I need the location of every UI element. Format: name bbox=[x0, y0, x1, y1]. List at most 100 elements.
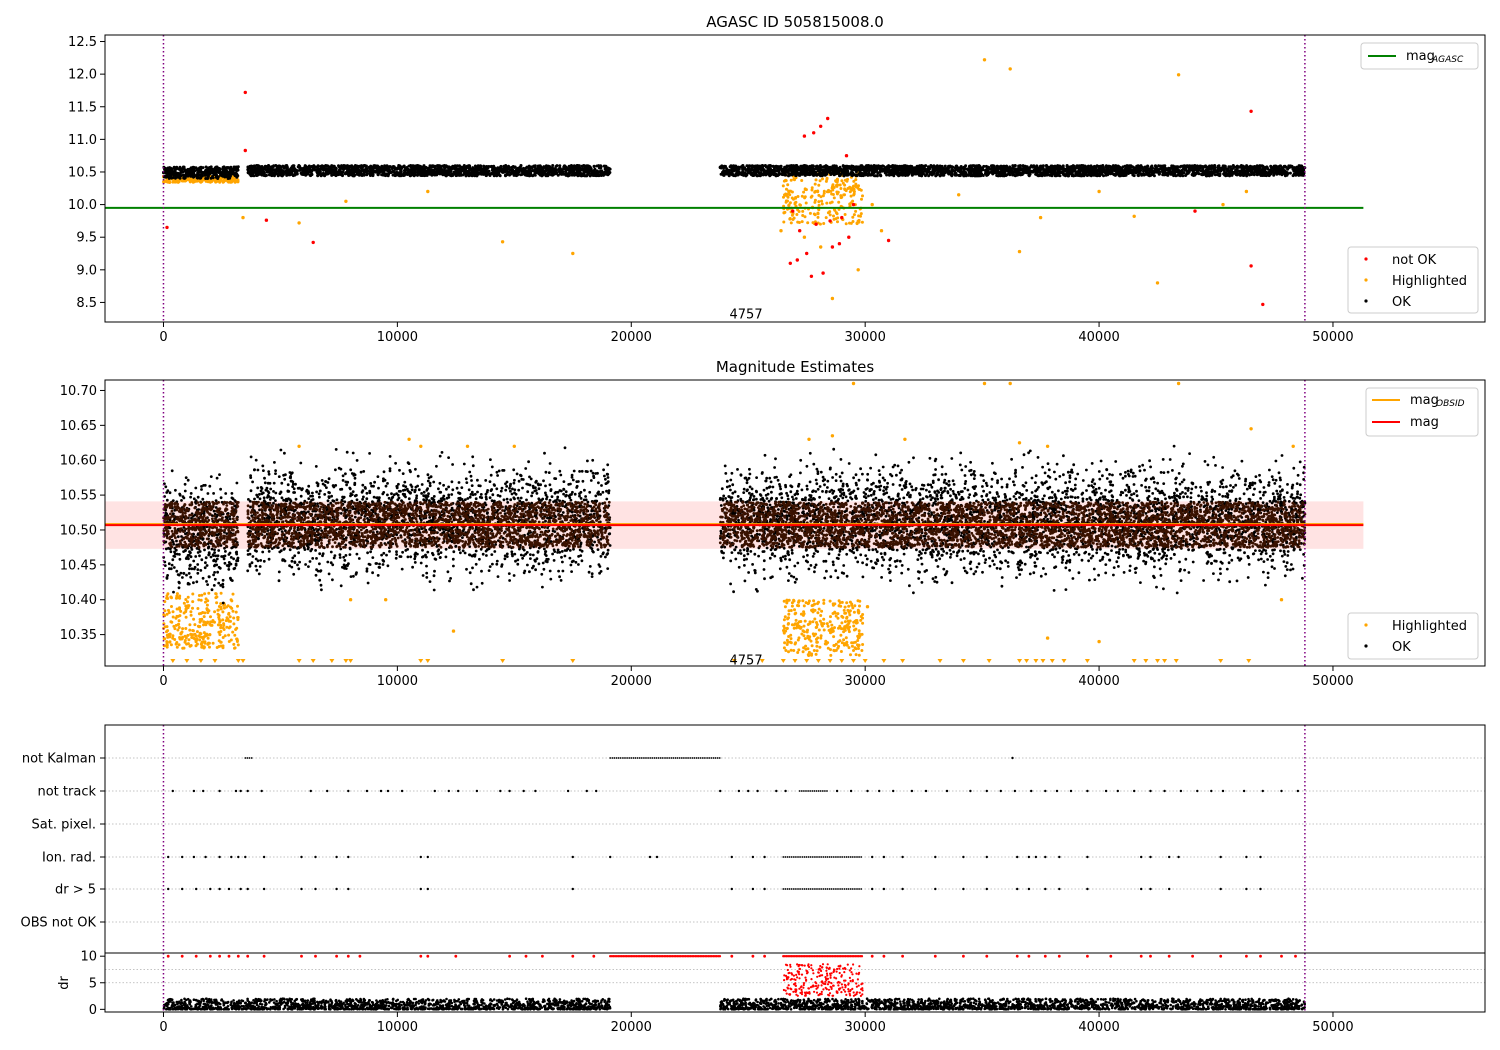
ok-point bbox=[498, 166, 502, 170]
ok-point bbox=[1241, 171, 1245, 175]
ok-point bbox=[199, 165, 203, 169]
ok-point bbox=[576, 174, 580, 178]
ok-point bbox=[1149, 165, 1153, 169]
ok-point bbox=[419, 168, 423, 172]
highlighted-point bbox=[786, 195, 790, 199]
ok-point bbox=[544, 174, 548, 178]
ok-point bbox=[925, 172, 929, 176]
ok-point bbox=[1123, 164, 1127, 168]
ok-point bbox=[317, 172, 321, 176]
ok-point bbox=[248, 173, 252, 176]
ok-point bbox=[439, 170, 443, 174]
ok-point bbox=[218, 168, 222, 172]
highlighted-point bbox=[848, 190, 852, 194]
ok-point bbox=[416, 167, 420, 171]
ok-point bbox=[369, 167, 373, 171]
highlighted-point bbox=[838, 183, 842, 187]
ok-point bbox=[215, 165, 219, 169]
ok-point bbox=[520, 170, 524, 174]
highlighted-point bbox=[843, 193, 846, 197]
ok-point bbox=[1285, 173, 1289, 177]
ok-point bbox=[782, 167, 786, 171]
ok-point bbox=[246, 165, 250, 169]
ok-point bbox=[511, 165, 515, 169]
ok-point bbox=[283, 165, 287, 169]
ok-point bbox=[850, 168, 853, 171]
highlighted-point bbox=[165, 179, 169, 183]
ok-point bbox=[428, 171, 431, 175]
highlighted-point bbox=[843, 188, 847, 192]
ok-point bbox=[1135, 164, 1139, 168]
ok-point bbox=[1213, 167, 1217, 171]
ok-point bbox=[395, 170, 399, 174]
highlighted-point bbox=[822, 222, 826, 225]
highlighted-point bbox=[854, 178, 858, 182]
ok-point bbox=[178, 173, 182, 177]
highlighted-point bbox=[828, 201, 832, 205]
ok-point bbox=[777, 170, 781, 174]
ok-point bbox=[540, 167, 544, 171]
ok-point bbox=[1021, 164, 1025, 168]
highlighted-point bbox=[854, 209, 858, 213]
ok-point bbox=[272, 174, 276, 178]
ok-point bbox=[371, 173, 375, 177]
ok-point bbox=[382, 173, 386, 176]
highlighted-point bbox=[828, 213, 832, 217]
ok-point bbox=[509, 172, 513, 176]
highlighted-point bbox=[819, 195, 823, 199]
ok-point bbox=[273, 168, 277, 172]
highlighted-point bbox=[191, 180, 195, 184]
ok-point bbox=[364, 170, 368, 174]
ok-point bbox=[464, 168, 468, 172]
ok-point bbox=[601, 171, 605, 175]
ok-point bbox=[1077, 174, 1081, 177]
ok-point bbox=[449, 169, 452, 173]
ok-point bbox=[579, 173, 583, 177]
ok-point bbox=[497, 173, 501, 177]
ok-point bbox=[1011, 165, 1015, 169]
ok-point bbox=[1235, 164, 1239, 168]
ok-point bbox=[181, 170, 184, 174]
ok-point bbox=[358, 173, 362, 176]
ok-point bbox=[995, 171, 999, 175]
ok-point bbox=[451, 166, 455, 170]
ok-point bbox=[425, 173, 429, 177]
ok-point bbox=[202, 171, 206, 175]
ok-point bbox=[307, 170, 311, 174]
ok-point bbox=[470, 167, 474, 171]
ok-point bbox=[899, 170, 903, 174]
highlighted-point bbox=[835, 180, 839, 184]
ok-point bbox=[281, 171, 285, 175]
ok-point bbox=[579, 168, 582, 171]
ok-point bbox=[351, 173, 355, 177]
ok-point bbox=[465, 171, 469, 175]
highlighted-point bbox=[793, 201, 797, 205]
ok-point bbox=[290, 168, 294, 172]
ok-point bbox=[980, 173, 983, 177]
ok-point bbox=[402, 173, 406, 177]
highlighted-point bbox=[817, 203, 821, 207]
ok-point bbox=[1288, 171, 1292, 175]
highlighted-point bbox=[219, 178, 223, 182]
highlighted-point bbox=[177, 180, 181, 184]
ok-point bbox=[431, 169, 435, 173]
ok-point bbox=[265, 173, 268, 177]
ok-point bbox=[359, 166, 363, 170]
highlighted-point bbox=[820, 202, 824, 206]
ok-point bbox=[284, 170, 288, 174]
ok-point bbox=[298, 164, 302, 168]
ok-point bbox=[551, 164, 555, 167]
highlighted-point bbox=[785, 187, 788, 191]
highlighted-point bbox=[796, 208, 800, 212]
ok-point bbox=[235, 167, 239, 171]
ok-point bbox=[511, 170, 515, 174]
ok-point bbox=[256, 164, 260, 168]
ok-point bbox=[307, 164, 311, 168]
ok-point bbox=[549, 166, 553, 170]
ok-point bbox=[374, 164, 378, 168]
ok-point bbox=[1293, 168, 1297, 172]
highlighted-point bbox=[801, 209, 805, 213]
ok-point bbox=[265, 170, 269, 174]
highlighted-point bbox=[828, 210, 832, 214]
highlighted-point bbox=[825, 190, 829, 194]
